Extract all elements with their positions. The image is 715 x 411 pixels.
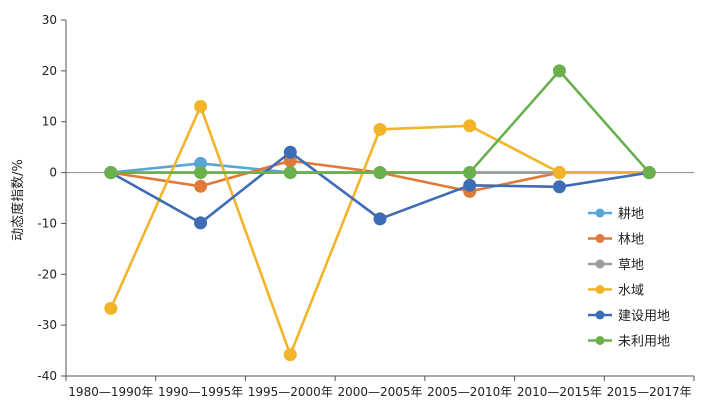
data-point xyxy=(552,64,566,78)
series-line xyxy=(109,105,650,356)
axes: 30 20 10 0 -10 -20 -30 -40 1980—1990年 1990—1995年 1… xyxy=(37,13,695,399)
legend-label: 未利用地 xyxy=(618,335,670,350)
data-point xyxy=(194,99,208,113)
series-5 xyxy=(104,145,656,230)
legend-item: 建设用地 xyxy=(588,309,670,324)
x-tick-label: 1995—2000年 xyxy=(248,385,333,399)
series-line xyxy=(110,150,650,225)
data-point xyxy=(194,216,208,230)
legend-item: 林地 xyxy=(588,233,644,248)
x-tick-label: 2015—2017年 xyxy=(607,385,692,399)
series-line xyxy=(110,69,651,174)
legend-swatch-marker xyxy=(595,285,605,294)
y-axis-label: 动态度指数/% xyxy=(10,159,26,241)
data-point xyxy=(194,166,208,180)
legend-swatch-marker xyxy=(595,208,605,218)
y-tick-label: -40 xyxy=(37,369,57,383)
data-point xyxy=(373,166,387,180)
data-point xyxy=(104,301,118,315)
series-4 xyxy=(104,99,656,362)
y-tick-label: -10 xyxy=(37,216,57,230)
legend-swatch-marker xyxy=(595,234,605,243)
x-tick-label: 2005—2010年 xyxy=(427,385,512,399)
y-tick-label: -30 xyxy=(37,318,57,332)
data-point xyxy=(283,348,297,362)
x-tick-label: 2010—2015年 xyxy=(517,385,602,399)
data-point xyxy=(552,180,566,194)
legend-label: 草地 xyxy=(618,258,644,273)
data-point xyxy=(463,166,477,180)
data-point xyxy=(104,166,118,180)
series-layer xyxy=(104,64,656,362)
x-tick-label: 1980—1990年 xyxy=(68,385,153,399)
data-point xyxy=(463,119,477,133)
data-point xyxy=(552,166,566,180)
legend-label: 建设用地 xyxy=(618,309,670,324)
data-point xyxy=(283,145,297,159)
legend-swatch-marker xyxy=(595,336,605,345)
legend-swatch-marker xyxy=(595,310,605,320)
legend-label: 耕地 xyxy=(618,206,644,222)
legend-item: 未利用地 xyxy=(588,335,670,350)
legend-item: 草地 xyxy=(588,258,644,273)
data-point xyxy=(194,179,208,193)
y-tick-label: 30 xyxy=(42,13,57,27)
data-point xyxy=(194,156,208,170)
data-point xyxy=(373,122,387,136)
legend-item: 耕地 xyxy=(588,206,644,222)
series-6 xyxy=(104,64,656,180)
data-point xyxy=(463,178,477,192)
legend-label: 水域 xyxy=(618,284,644,299)
y-tick-label: 0 xyxy=(49,166,57,180)
legend-label: 林地 xyxy=(618,233,644,248)
data-point xyxy=(283,166,297,180)
data-point xyxy=(642,166,656,180)
y-tick-label: 20 xyxy=(42,64,57,78)
legend-item: 水域 xyxy=(588,284,644,299)
y-tick-label: 10 xyxy=(42,115,57,129)
data-point xyxy=(373,212,387,226)
y-tick-label: -20 xyxy=(37,267,57,281)
x-tick-label: 1990—1995年 xyxy=(158,385,243,399)
x-tick-label: 2000—2005年 xyxy=(337,385,422,399)
legend-swatch-marker xyxy=(595,259,605,269)
